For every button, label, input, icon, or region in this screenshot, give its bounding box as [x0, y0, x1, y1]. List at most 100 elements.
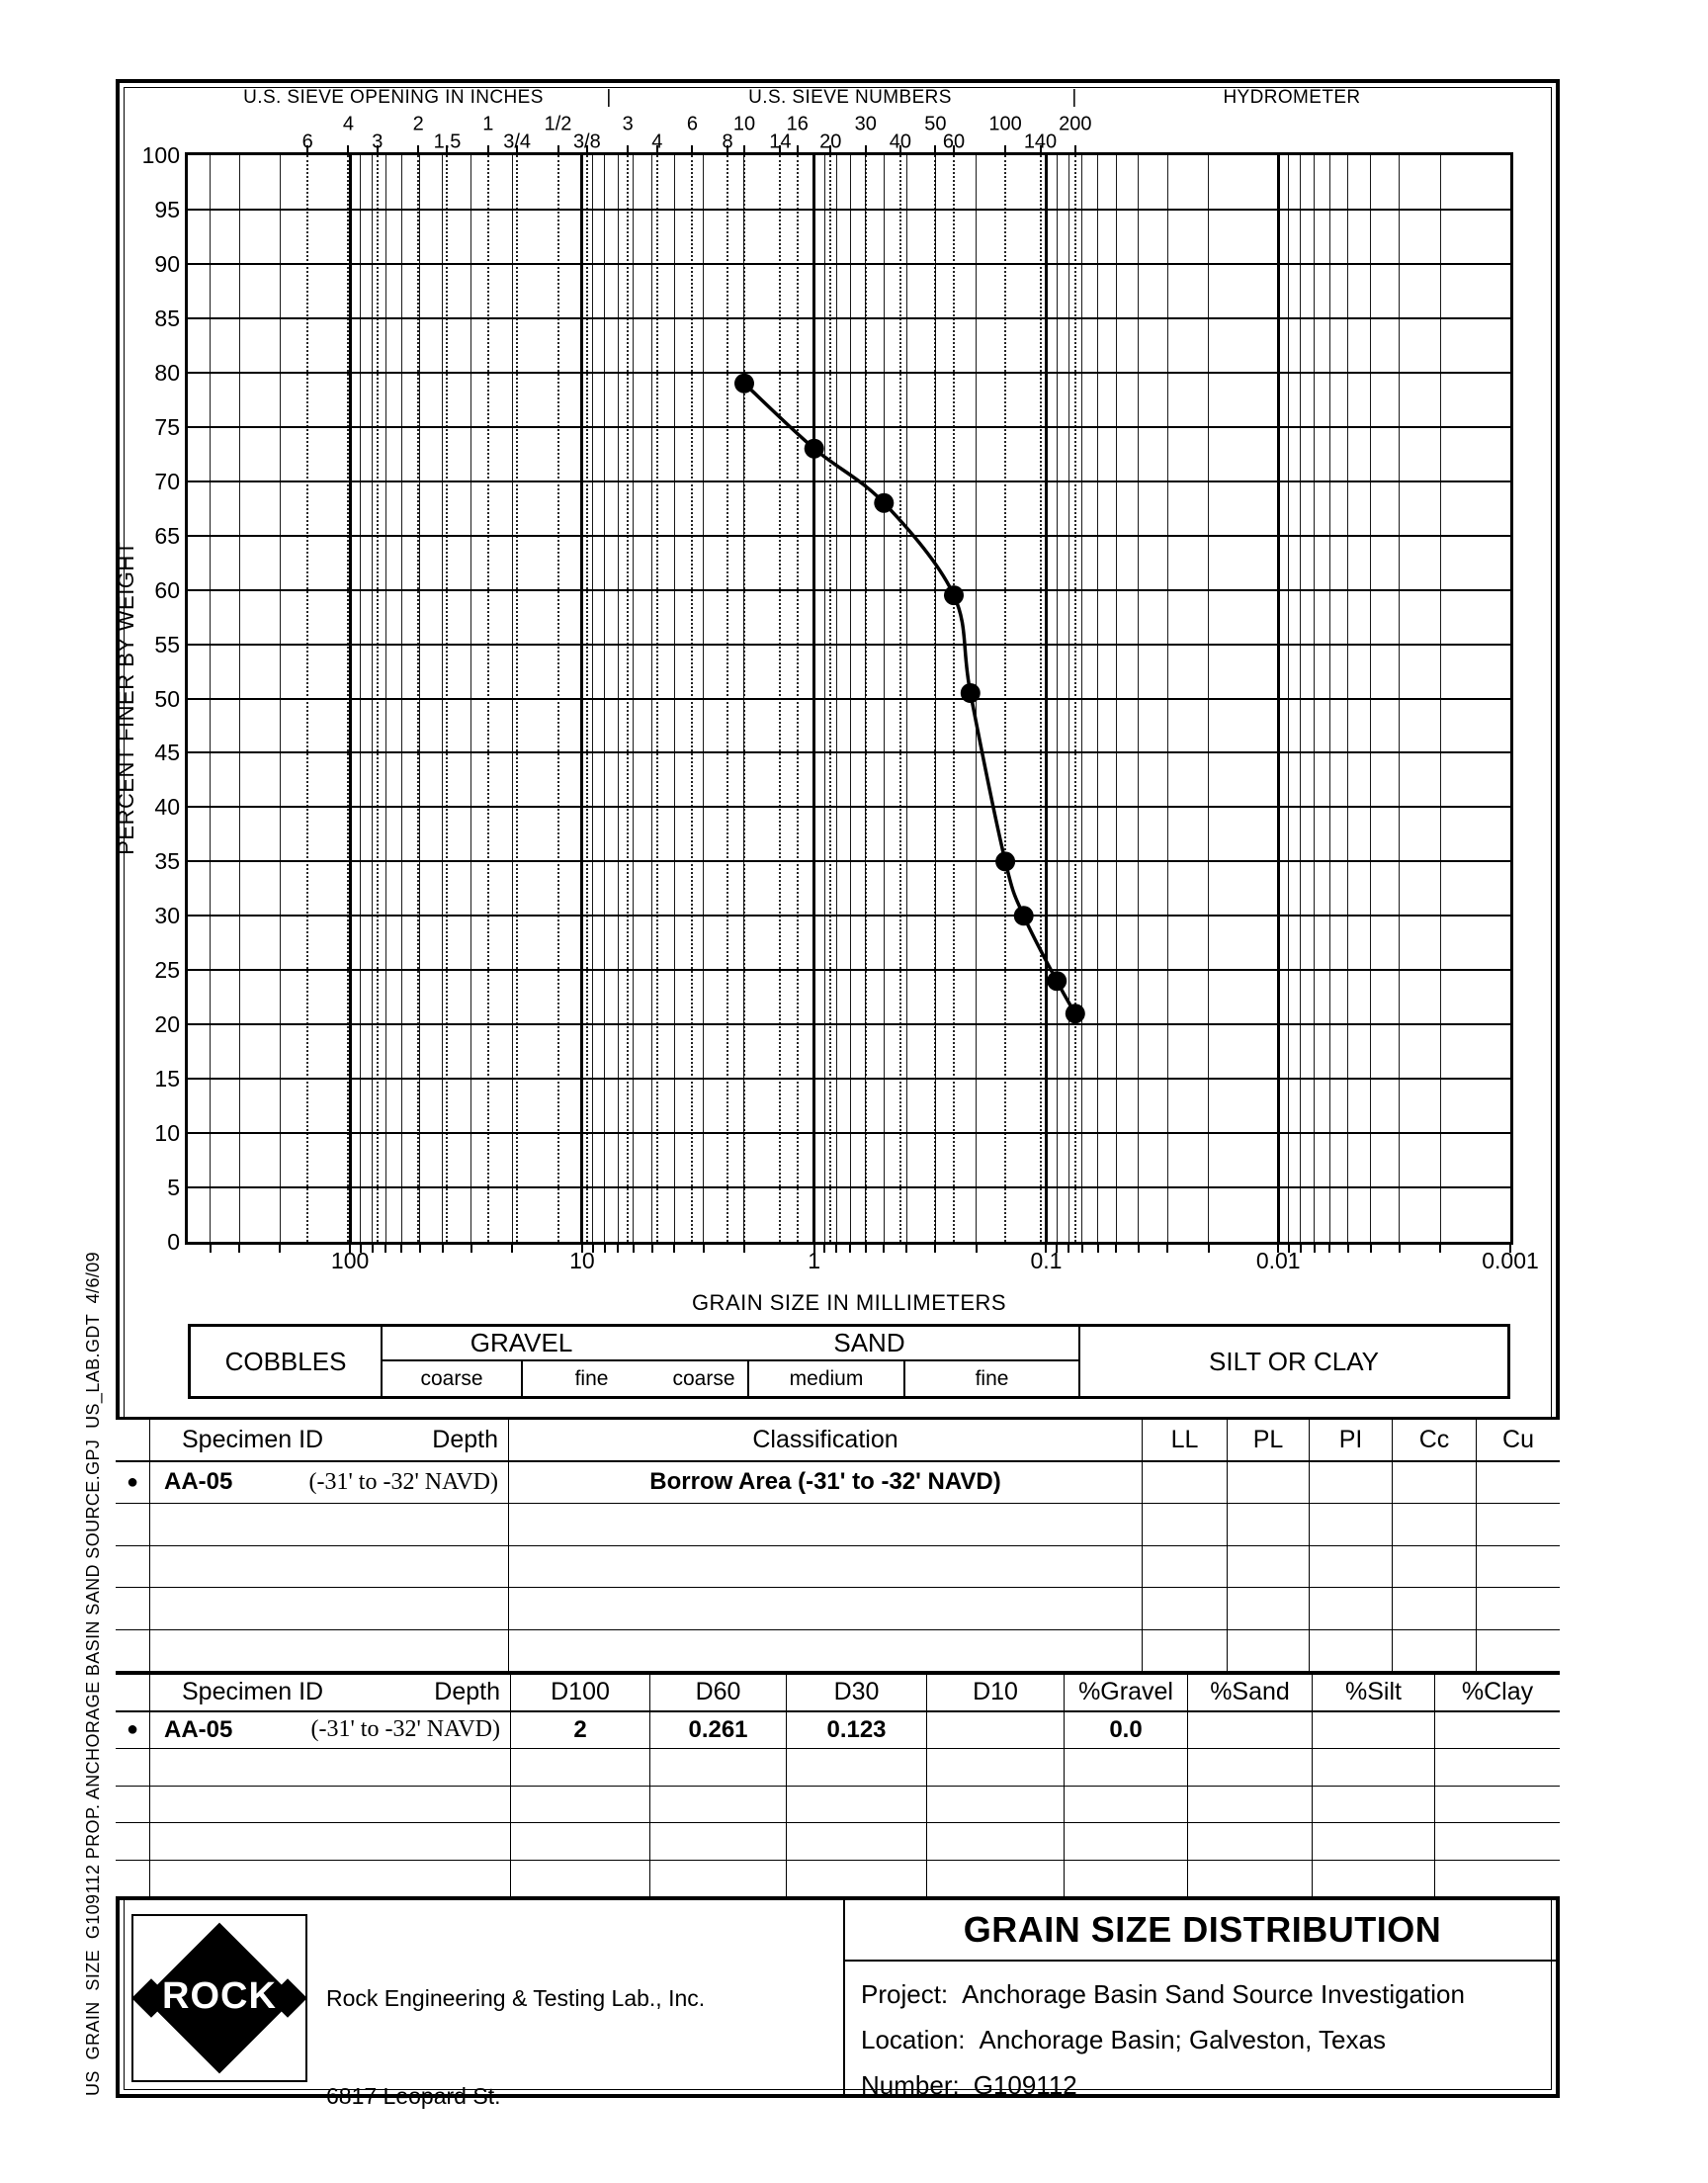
gradation-table-specimen-depth-cell [150, 1860, 511, 1896]
d60-value: 0.261 [688, 1715, 748, 1743]
gradation-table-clay-cell [1435, 1861, 1560, 1897]
gradation-table-sand-cell [1188, 1860, 1313, 1896]
report-title: GRAIN SIZE DISTRIBUTION [845, 1900, 1560, 1962]
classification-table-pl-cell [1228, 1461, 1310, 1503]
sieve-tick [556, 145, 559, 155]
classification-gravel-group: GRAVEL coarse fine [381, 1327, 660, 1396]
classification-table-specimen-depth-cell: Specimen ID Depth [150, 1420, 509, 1460]
gradation-table-gravel-cell [1065, 1786, 1188, 1822]
classification-table-row [116, 1629, 1560, 1672]
classification-value: Borrow Area (-31' to -32' NAVD) [649, 1468, 1001, 1496]
sieve-size-gridline [347, 155, 350, 1242]
gradation-table-d10-cell [927, 1786, 1065, 1822]
sieve-size-gridline [829, 155, 832, 1242]
grain-size-curve-canvas [734, 373, 1085, 1024]
gradation-table-d60-cell: 0.261 [650, 1711, 787, 1748]
footer-title-cell: GRAIN SIZE DISTRIBUTION Project: Anchora… [843, 1900, 1560, 2100]
data-point-marker [1065, 1004, 1085, 1024]
classification-table-ll-cell [1143, 1461, 1228, 1503]
sieve-size-gridline [585, 155, 588, 1242]
y-tick-label: 40 [154, 794, 180, 821]
grid-percent-line [188, 697, 1510, 700]
classification-table-pl-header: PL [1228, 1420, 1310, 1460]
depth-value: (-31' to -32' NAVD) [310, 1716, 500, 1743]
sieve-tick [934, 145, 937, 155]
sieve-size-gridline [1073, 155, 1076, 1242]
y-tick-label: 10 [154, 1120, 180, 1147]
gradation-table-silt-cell [1313, 1860, 1435, 1896]
gradation-table-silt-header: %Silt [1313, 1675, 1435, 1710]
classification-table-cu-cell [1477, 1588, 1560, 1629]
axis-minor-tick [617, 1244, 620, 1253]
number-value: G109112 [973, 2069, 1077, 2100]
axis-minor-tick [418, 1244, 421, 1253]
grid-percent-line [188, 1023, 1510, 1026]
y-tick-label: 90 [154, 250, 180, 277]
y-tick-label: 80 [154, 359, 180, 386]
gradation-table-d30-cell [787, 1786, 927, 1822]
grid-percent-line [188, 751, 1510, 754]
axis-minor-tick [1299, 1244, 1302, 1253]
classification-table-pl-cell [1228, 1545, 1310, 1587]
classification-table-cu-cell [1477, 1462, 1560, 1504]
company-logo: ROCK [131, 1914, 307, 2082]
gradation-table-symbol-cell: ● [116, 1711, 150, 1748]
x-tick-label: 1 [808, 1248, 821, 1273]
axis-minor-tick [650, 1244, 653, 1253]
sieve-tick [829, 145, 832, 155]
y-tick-label: 15 [154, 1066, 180, 1092]
classification-table-pi-header: PI [1310, 1420, 1393, 1460]
document-border-inner [124, 87, 1552, 2090]
sieve-tick [726, 145, 729, 155]
y-tick-label: 65 [154, 522, 180, 549]
classification-table-row [116, 1504, 1560, 1546]
classification-silt-or-clay: SILT OR CLAY [1078, 1327, 1507, 1396]
axis-minor-tick [359, 1244, 362, 1253]
location-value: Anchorage Basin; Galveston, Texas [979, 2024, 1386, 2054]
sieve-tick [417, 145, 420, 155]
axis-minor-tick [1096, 1244, 1099, 1253]
classification-table-classification-cell [509, 1504, 1143, 1545]
axis-minor-tick [1068, 1244, 1070, 1253]
gradation-table-d60-cell [650, 1823, 787, 1860]
axis-minor-tick [349, 1244, 352, 1253]
y-tick-label: 100 [141, 142, 180, 168]
sieve-size-label: 16 [786, 113, 809, 135]
axis-minor-tick [849, 1244, 852, 1253]
classification-table-pl-cell [1228, 1629, 1310, 1671]
gradation-table-header-row: Specimen ID Depth D100 D60 D30 D10 %Gravel %San… [116, 1675, 1560, 1712]
gradation-table-gravel-cell [1065, 1749, 1188, 1786]
axis-minor-tick [812, 1244, 815, 1253]
plot-frame [185, 152, 1513, 1245]
axis-minor-tick [470, 1244, 472, 1253]
classification-table-header-row: Specimen ID Depth Classification LL PL PI Cc Cu [116, 1420, 1560, 1462]
grid-percent-line [188, 534, 1510, 537]
grid-percent-line [188, 208, 1510, 211]
sieve-size-label: 14 [769, 131, 792, 153]
classification-table-classification-cell: Borrow Area (-31' to -32' NAVD) [509, 1461, 1143, 1503]
gradation-table-sand-header: %Sand [1188, 1675, 1313, 1710]
axis-minor-tick [1056, 1244, 1059, 1253]
classification-table-cc-cell [1393, 1461, 1477, 1503]
gradation-table: Specimen ID Depth D100 D60 D30 D10 %Gravel %San… [116, 1672, 1560, 1897]
sieve-size-gridline [556, 155, 559, 1242]
y-tick-label: 30 [154, 903, 180, 929]
sieve-tick [796, 145, 799, 155]
data-point-marker [1047, 971, 1068, 992]
sieve-tick [864, 145, 867, 155]
axis-minor-tick [209, 1244, 212, 1253]
gradation-table-specimen-id-header: Specimen ID [182, 1678, 324, 1706]
classification-table-row [116, 1588, 1560, 1630]
classification-bar: COBBLES GRAVEL coarse fine SAND coarse m… [188, 1324, 1510, 1399]
sieve-tick [953, 145, 955, 155]
project-field: Project: Anchorage Basin Sand Source Inv… [845, 1971, 1560, 2017]
sieve-size-label: 200 [1059, 113, 1092, 135]
axis-minor-tick [905, 1244, 908, 1253]
classification-table-ll-cell [1143, 1629, 1228, 1671]
gradation-table-symbol-header-cell [116, 1675, 150, 1710]
sieve-size-label: 6 [686, 113, 698, 135]
y-tick-label: 60 [154, 576, 180, 603]
axis-minor-tick [1115, 1244, 1118, 1253]
section-separator-icon: | [1071, 87, 1077, 108]
